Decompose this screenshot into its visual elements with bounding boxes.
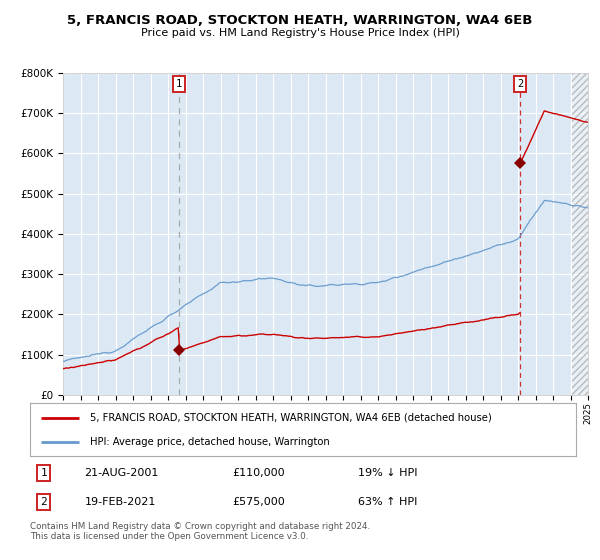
- Text: £575,000: £575,000: [232, 497, 285, 507]
- Text: Contains HM Land Registry data © Crown copyright and database right 2024.
This d: Contains HM Land Registry data © Crown c…: [30, 522, 370, 542]
- Text: 19% ↓ HPI: 19% ↓ HPI: [358, 468, 417, 478]
- Text: HPI: Average price, detached house, Warrington: HPI: Average price, detached house, Warr…: [90, 437, 330, 447]
- Text: 1: 1: [176, 79, 182, 89]
- Bar: [572, 73, 588, 395]
- Bar: [572, 73, 588, 395]
- Text: 21-AUG-2001: 21-AUG-2001: [85, 468, 159, 478]
- Text: Price paid vs. HM Land Registry's House Price Index (HPI): Price paid vs. HM Land Registry's House …: [140, 28, 460, 38]
- Text: 5, FRANCIS ROAD, STOCKTON HEATH, WARRINGTON, WA4 6EB: 5, FRANCIS ROAD, STOCKTON HEATH, WARRING…: [67, 14, 533, 27]
- Text: 2: 2: [517, 79, 523, 89]
- Text: 63% ↑ HPI: 63% ↑ HPI: [358, 497, 417, 507]
- Text: 2: 2: [40, 497, 47, 507]
- Text: 19-FEB-2021: 19-FEB-2021: [85, 497, 156, 507]
- Text: 5, FRANCIS ROAD, STOCKTON HEATH, WARRINGTON, WA4 6EB (detached house): 5, FRANCIS ROAD, STOCKTON HEATH, WARRING…: [90, 413, 492, 423]
- Text: 1: 1: [40, 468, 47, 478]
- Text: £110,000: £110,000: [232, 468, 284, 478]
